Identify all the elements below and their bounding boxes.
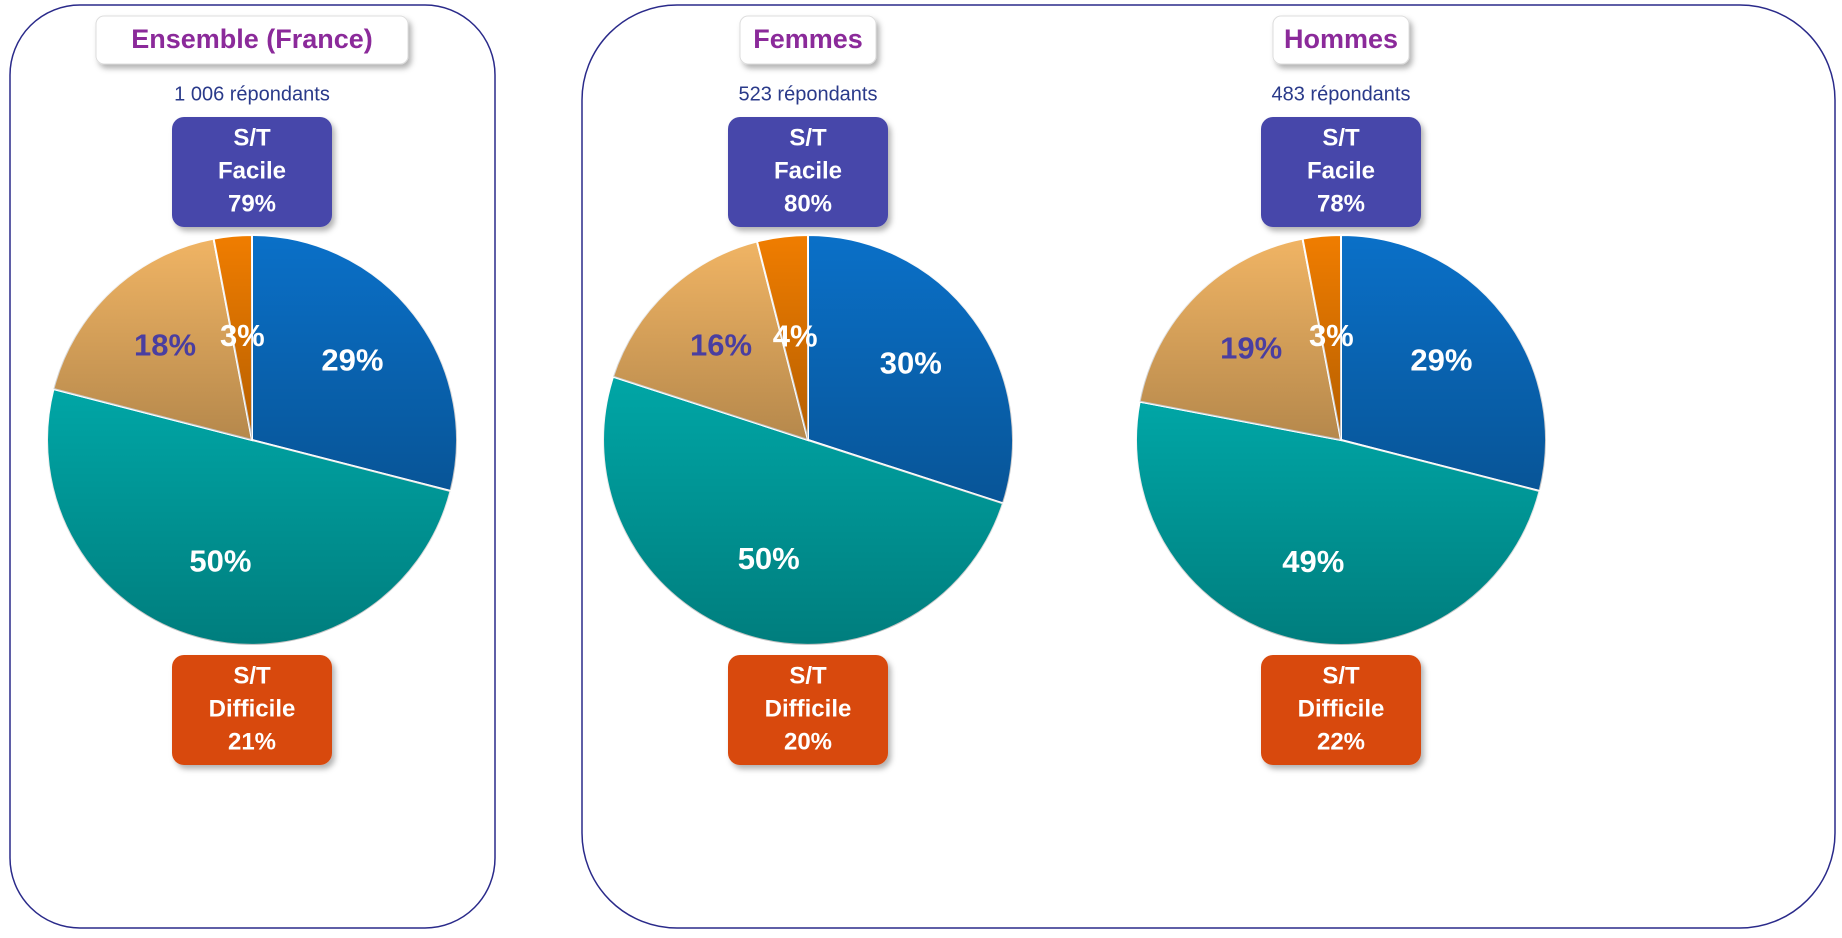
slice-shade [757, 235, 808, 440]
summary-text: S/T [789, 662, 827, 689]
data-label: 3% [220, 318, 265, 353]
summary-text: 20% [784, 728, 832, 755]
summary-text: 80% [784, 190, 832, 217]
summary-box [1261, 655, 1421, 765]
subtitle: 523 répondants [738, 83, 877, 105]
summary-text: 21% [228, 728, 276, 755]
data-label: 30% [880, 345, 942, 380]
summary-text: Difficile [209, 695, 296, 722]
slice-shade [53, 238, 252, 440]
summary-text: Facile [218, 157, 286, 184]
subtitle: 1 006 répondants [174, 83, 330, 105]
summary-text: Facile [1307, 157, 1375, 184]
summary-text: S/T [789, 124, 827, 151]
summary-text: S/T [233, 124, 271, 151]
data-label: 49% [1282, 544, 1344, 579]
data-label: 50% [738, 541, 800, 576]
slice-shade [613, 241, 808, 440]
slice-shade [1139, 238, 1341, 440]
slice-shade [47, 389, 451, 645]
data-label: 3% [1309, 318, 1354, 353]
chart-title: Ensemble (France) [131, 24, 373, 54]
summary-box [172, 117, 332, 227]
slice-shade [1135, 401, 1540, 646]
data-label: 19% [1220, 330, 1282, 365]
summary-text: Difficile [765, 695, 852, 722]
data-label: 16% [690, 328, 752, 363]
subtitle: 483 répondants [1271, 83, 1410, 105]
title-tab [739, 15, 877, 65]
summary-text: Difficile [1298, 695, 1385, 722]
data-label: 29% [1410, 342, 1472, 377]
data-label: 4% [773, 318, 818, 353]
chart-title: Hommes [1284, 24, 1398, 54]
summary-text: Facile [774, 157, 842, 184]
summary-box [728, 117, 888, 227]
title-tab [1272, 15, 1410, 65]
slice-shade [213, 235, 252, 440]
data-label: 18% [134, 328, 196, 363]
summary-text: S/T [1322, 662, 1360, 689]
chart-title: Femmes [753, 24, 863, 54]
slice-shade [808, 235, 1014, 504]
summary-box [1261, 117, 1421, 227]
summary-text: 22% [1317, 728, 1365, 755]
panel [581, 4, 1836, 929]
slice-shade [1302, 235, 1341, 440]
summary-box [172, 655, 332, 765]
summary-box [728, 655, 888, 765]
slice-shade [1341, 235, 1546, 491]
slice-shade [252, 235, 457, 491]
summary-text: 78% [1317, 190, 1365, 217]
title-tab [95, 15, 409, 65]
data-label: 50% [189, 543, 251, 578]
summary-text: 79% [228, 190, 276, 217]
summary-text: S/T [1322, 124, 1360, 151]
data-label: 29% [321, 342, 383, 377]
slice-shade [603, 376, 1003, 645]
summary-text: S/T [233, 662, 271, 689]
panel [9, 4, 496, 929]
